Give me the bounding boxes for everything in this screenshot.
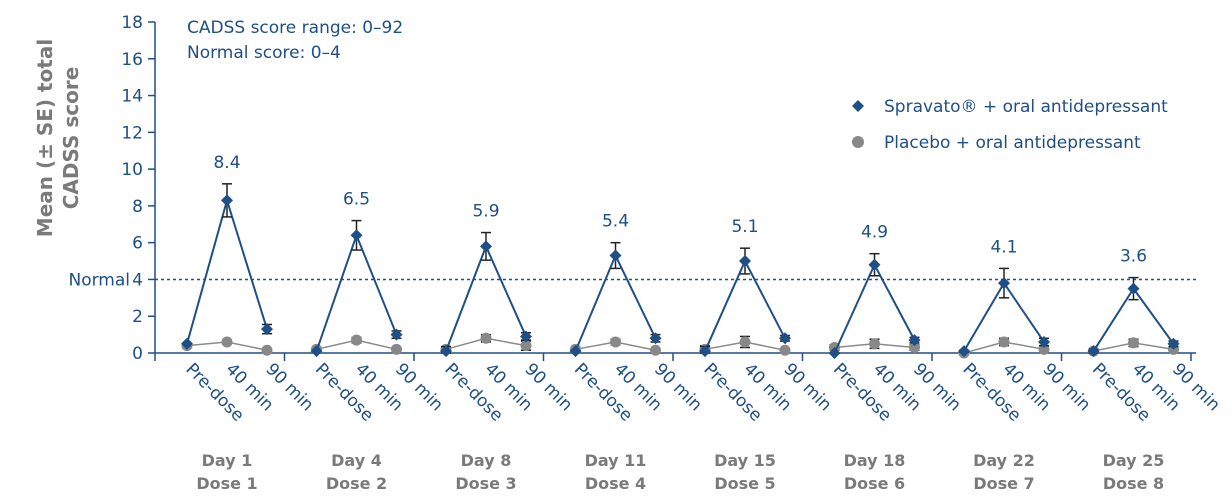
data-point-circle — [391, 343, 402, 355]
y-tick-label: 14 — [121, 87, 143, 107]
y-axis: 0 2 4 6 8 10 12 14 16 18 — [121, 13, 156, 364]
score-range-annotation: CADSS score range: 0–92 — [187, 18, 403, 38]
y-axis-label: Mean (± SE) total CADSS score — [33, 39, 83, 237]
normal-score-annotation: Normal score: 0–4 — [187, 43, 341, 63]
y-axis-label-line-1: Mean (± SE) total — [33, 39, 57, 237]
data-point-circle — [779, 344, 791, 356]
group-day-label: Day 1 — [202, 451, 253, 470]
data-point-circle — [221, 336, 233, 348]
peak-value-label: 3.6 — [1120, 247, 1147, 267]
data-point-diamond — [739, 255, 751, 268]
data-point-diamond — [779, 332, 791, 345]
legend-marker-spravato — [852, 100, 864, 112]
data-point-diamond — [828, 347, 841, 359]
data-point-diamond — [998, 277, 1010, 290]
series-layer — [181, 183, 1180, 359]
y-tick-label: 6 — [132, 234, 143, 254]
series-spravato — [181, 183, 1180, 359]
data-point-diamond — [520, 330, 532, 343]
data-point-circle — [1128, 337, 1139, 349]
group-dose-label: Dose 3 — [455, 474, 516, 493]
data-point-circle — [351, 334, 362, 346]
legend-label-spravato: Spravato® + oral antidepressant — [884, 97, 1168, 117]
y-tick-label: 2 — [132, 307, 143, 327]
peak-value-label: 5.4 — [602, 212, 629, 232]
data-point-circle — [909, 341, 920, 353]
legend-marker-placebo — [852, 136, 864, 148]
group-dose-label: Dose 5 — [714, 474, 775, 493]
data-point-circle — [1038, 343, 1050, 355]
legend: Spravato® + oral antidepressant Placebo +… — [852, 97, 1168, 153]
group-day-label: Day 18 — [844, 451, 906, 470]
score-annotations: CADSS score range: 0–92 Normal score: 0–… — [187, 18, 403, 63]
y-tick-label: 10 — [121, 160, 143, 180]
normal-reference-line: Normal — [68, 270, 1196, 290]
reference-line-label: Normal — [68, 270, 130, 290]
data-point-circle — [869, 338, 880, 350]
data-point-diamond — [1087, 345, 1100, 358]
group-day-label: Day 8 — [461, 451, 512, 470]
data-point-diamond — [1167, 337, 1180, 350]
group-dose-label: Dose 8 — [1103, 474, 1164, 493]
data-point-diamond — [1038, 335, 1050, 348]
data-point-diamond — [221, 194, 233, 207]
data-point-diamond — [908, 334, 921, 347]
data-point-diamond — [958, 345, 970, 358]
peak-value-label: 4.1 — [990, 237, 1017, 257]
data-point-diamond — [699, 345, 711, 358]
data-point-circle — [261, 344, 273, 356]
data-point-diamond — [261, 323, 273, 336]
data-point-diamond — [480, 240, 492, 253]
data-point-circle — [650, 344, 661, 356]
data-point-circle — [480, 332, 492, 344]
data-point-circle — [739, 336, 751, 348]
group-day-label: Day 4 — [331, 451, 382, 470]
data-point-diamond — [1127, 282, 1140, 295]
data-point-diamond — [569, 345, 582, 358]
data-point-diamond — [609, 249, 622, 262]
y-tick-label: 0 — [132, 344, 143, 364]
y-tick-label: 8 — [132, 197, 143, 217]
group-dose-label: Dose 6 — [844, 474, 905, 493]
data-point-diamond — [350, 229, 363, 242]
data-point-circle — [610, 336, 621, 348]
series-line — [186, 196, 268, 345]
data-point-diamond — [649, 332, 662, 345]
peak-value-label: 8.4 — [213, 153, 240, 173]
y-tick-label: 18 — [121, 13, 143, 33]
y-tick-label: 12 — [121, 123, 143, 143]
peak-labels: 8.4 6.5 5.9 5.4 5.1 4.9 4.1 3.6 — [213, 153, 1147, 267]
group-day-label: Day 11 — [585, 451, 647, 470]
data-point-diamond — [390, 328, 403, 341]
peak-value-label: 6.5 — [343, 190, 370, 210]
series-line — [315, 232, 398, 352]
data-point-diamond — [181, 337, 193, 350]
data-point-diamond — [310, 345, 323, 358]
group-dose-label: Dose 2 — [326, 474, 387, 493]
y-axis-label-line-2: CADSS score — [59, 67, 83, 210]
data-point-diamond — [440, 345, 452, 358]
group-day-label: Day 25 — [1103, 451, 1165, 470]
peak-value-label: 5.1 — [731, 217, 758, 237]
x-axis — [154, 352, 1196, 361]
y-tick-label: 16 — [121, 50, 143, 70]
peak-value-label: 5.9 — [472, 202, 499, 222]
y-tick-label: 4 — [132, 270, 143, 290]
data-point-circle — [520, 340, 532, 352]
data-point-circle — [998, 336, 1010, 348]
group-day-label: Day 15 — [714, 451, 776, 470]
group-day-label: Day 22 — [973, 451, 1035, 470]
peak-value-label: 4.9 — [861, 223, 888, 243]
group-dose-label: Dose 1 — [196, 474, 257, 493]
legend-label-placebo: Placebo + oral antidepressant — [884, 133, 1141, 153]
group-labels: Day 1 Dose 1 Day 4 Dose 2 Day 8 Dose 3 Day 11 D… — [196, 451, 1164, 493]
series-placebo — [181, 332, 1179, 359]
group-dose-label: Dose 4 — [585, 474, 646, 493]
data-point-diamond — [868, 258, 881, 271]
group-dose-label: Dose 7 — [973, 474, 1034, 493]
